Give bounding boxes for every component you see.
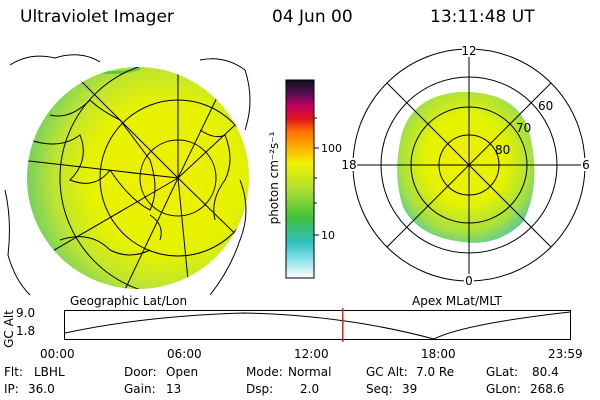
timeline-xtick-2: 12:00 (294, 347, 329, 361)
gain-value: 13 (166, 382, 182, 396)
timeline-xtick-4: 23:59 (548, 347, 583, 361)
flt-value: LBHL (34, 365, 65, 379)
glat-value: 80.4 (532, 365, 559, 379)
timeline-ytick-max: 9.0 (16, 306, 36, 320)
mlat-label-60: 60 (538, 99, 553, 113)
seq-value: 39 (402, 382, 418, 396)
mlat-label-80: 80 (495, 143, 510, 157)
time-label: 13:11:48 UT (430, 7, 535, 27)
timeline-ytick-min: 1.8 (16, 324, 36, 338)
timeline-xtick-3: 18:00 (421, 347, 456, 361)
ip-value: 36.0 (28, 382, 55, 396)
mode-key: Mode: (246, 365, 283, 379)
seq-key: Seq: (366, 382, 393, 396)
dsp-value: 2.0 (300, 382, 320, 396)
colorbar-gradient (285, 79, 315, 279)
mode-value: Normal (288, 365, 332, 379)
mlt-label-18: 18 (341, 158, 356, 172)
instrument-title: Ultraviolet Imager (20, 7, 174, 27)
altitude-timeline (64, 308, 571, 342)
timeline-axis-label: GC Alt (1, 310, 16, 348)
gc-alt-key: GC Alt: (366, 365, 408, 379)
mlt-label-12: 12 (461, 44, 476, 58)
glon-value: 268.6 (530, 382, 565, 396)
timeline-xtick-1: 06:00 (167, 347, 202, 361)
flt-key: Flt: (4, 365, 23, 379)
altitude-curve (64, 311, 571, 340)
door-value: Open (166, 365, 199, 379)
timeline-xtick-0: 00:00 (40, 347, 75, 361)
colorbar: 100 10 photon cm⁻²s⁻¹ (267, 79, 342, 279)
gc-alt-value: 7.0 Re (416, 365, 455, 379)
magnetic-caption: Apex MLat/MLT (412, 294, 502, 308)
magnetic-polar-plot: 12 0 18 6 60 70 80 (341, 44, 591, 288)
glat-key: GLat: (486, 365, 519, 379)
date-label: 04 Jun 00 (272, 7, 353, 27)
timeline-axis-label-wrap: GC Alt (2, 308, 16, 348)
mlt-label-6: 6 (582, 158, 590, 172)
timeline-frame (64, 310, 571, 340)
mlt-label-0: 0 (465, 274, 473, 288)
colorbar-unit-label: photon cm⁻²s⁻¹ (267, 131, 281, 224)
geographic-image (4, 54, 251, 296)
mlat-label-70: 70 (516, 121, 531, 135)
colorbar-tick-10: 10 (321, 229, 335, 242)
glon-key: GLon: (486, 382, 521, 396)
auroral-oval (397, 91, 535, 243)
geographic-caption: Geographic Lat/Lon (70, 294, 188, 308)
dsp-key: Dsp: (246, 382, 274, 396)
door-key: Door: (124, 365, 157, 379)
ip-key: IP: (4, 382, 19, 396)
colorbar-tick-100: 100 (321, 142, 342, 155)
gain-key: Gain: (124, 382, 156, 396)
